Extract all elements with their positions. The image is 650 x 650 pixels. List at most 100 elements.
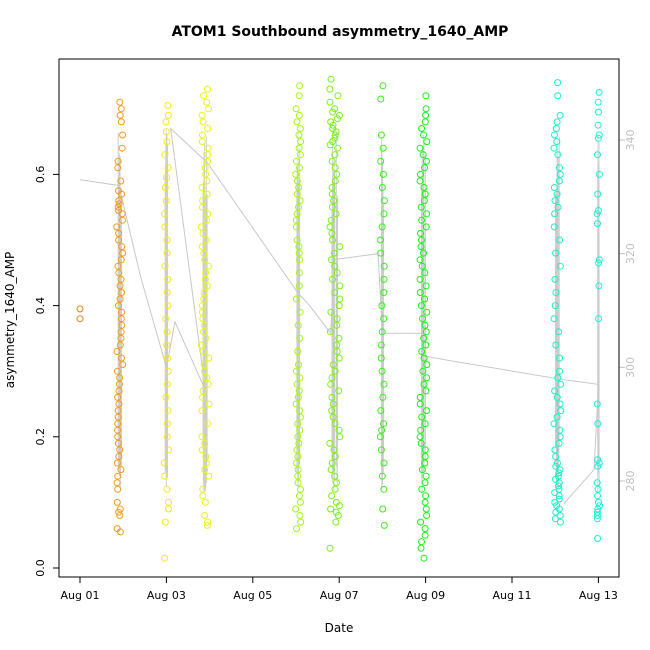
data-point bbox=[378, 184, 386, 191]
data-point bbox=[594, 190, 602, 198]
data-point bbox=[336, 433, 344, 441]
data-point bbox=[161, 151, 169, 159]
x-tick-label: Aug 11 bbox=[493, 589, 532, 602]
data-point bbox=[595, 131, 603, 139]
data-point bbox=[161, 518, 169, 526]
x-tick-label: Aug 01 bbox=[61, 589, 100, 602]
data-point bbox=[556, 466, 564, 474]
data-point bbox=[197, 223, 205, 231]
data-point bbox=[417, 302, 425, 310]
data-point bbox=[294, 420, 302, 428]
data-point bbox=[421, 118, 429, 126]
data-point bbox=[551, 489, 559, 497]
data-point bbox=[202, 269, 210, 277]
x-tick-label: Aug 05 bbox=[233, 589, 272, 602]
data-point bbox=[326, 98, 334, 106]
data-point bbox=[551, 302, 559, 310]
data-point bbox=[557, 407, 565, 415]
data-point bbox=[327, 505, 335, 513]
y2-tick-label: 280 bbox=[624, 471, 637, 492]
data-point bbox=[113, 479, 121, 487]
data-point bbox=[420, 131, 427, 139]
data-point bbox=[336, 282, 344, 290]
data-point bbox=[326, 223, 334, 231]
data-point bbox=[556, 433, 564, 441]
data-point bbox=[115, 197, 123, 205]
data-point bbox=[119, 361, 127, 369]
data-point bbox=[417, 243, 425, 251]
data-point bbox=[331, 453, 339, 460]
data-point bbox=[550, 420, 558, 428]
data-point bbox=[198, 203, 206, 211]
data-point bbox=[423, 210, 431, 218]
secondary-trace-7 bbox=[421, 135, 426, 493]
data-point bbox=[380, 315, 388, 323]
data-point bbox=[552, 289, 560, 296]
data-point bbox=[161, 472, 169, 480]
data-point bbox=[115, 229, 123, 237]
data-point bbox=[293, 380, 301, 388]
data-point bbox=[331, 151, 339, 159]
data-point bbox=[116, 374, 124, 382]
data-point bbox=[295, 243, 303, 251]
data-point bbox=[201, 367, 208, 375]
x-tick-label: Aug 13 bbox=[579, 589, 618, 602]
data-point bbox=[292, 295, 300, 303]
y-axis-label: asymmetry_1640_AMP bbox=[3, 252, 17, 389]
data-point bbox=[380, 380, 388, 388]
data-point bbox=[328, 459, 336, 467]
data-point bbox=[114, 413, 122, 421]
data-point bbox=[555, 495, 563, 503]
data-point bbox=[203, 216, 211, 224]
data-point bbox=[422, 505, 430, 513]
data-point bbox=[422, 282, 430, 290]
data-point bbox=[118, 210, 126, 218]
data-point bbox=[329, 361, 337, 369]
data-point bbox=[163, 328, 171, 336]
data-point bbox=[204, 420, 212, 428]
data-point bbox=[417, 170, 424, 178]
data-point bbox=[201, 512, 209, 519]
data-point bbox=[204, 85, 211, 93]
data-point bbox=[118, 321, 126, 329]
data-point bbox=[423, 361, 431, 369]
data-point bbox=[204, 380, 212, 388]
data-point bbox=[377, 157, 385, 165]
data-point bbox=[163, 289, 171, 296]
data-point bbox=[118, 243, 126, 251]
data-point bbox=[378, 472, 386, 480]
data-point bbox=[204, 518, 212, 526]
data-point bbox=[380, 485, 388, 493]
data-point bbox=[594, 121, 602, 129]
data-point bbox=[422, 223, 430, 231]
data-point bbox=[293, 210, 301, 218]
data-point bbox=[331, 485, 339, 493]
data-point bbox=[115, 380, 123, 388]
data-point bbox=[162, 197, 170, 205]
data-point bbox=[163, 341, 171, 349]
data-point bbox=[332, 210, 340, 218]
data-point bbox=[295, 249, 303, 257]
data-point bbox=[296, 82, 304, 90]
data-point bbox=[326, 439, 334, 447]
data-point bbox=[416, 433, 424, 441]
data-point bbox=[115, 269, 123, 277]
data-point bbox=[202, 453, 210, 460]
data-point bbox=[422, 105, 430, 113]
data-point bbox=[380, 210, 388, 218]
data-point bbox=[331, 289, 339, 296]
data-point bbox=[203, 282, 211, 290]
data-point bbox=[333, 315, 341, 323]
chart-title: ATOM1 Southbound asymmetry_1640_AMP bbox=[172, 24, 509, 40]
data-point bbox=[198, 184, 206, 191]
data-point bbox=[421, 479, 429, 487]
data-point bbox=[333, 170, 341, 178]
data-point bbox=[295, 492, 303, 500]
data-point bbox=[593, 210, 601, 218]
data-point bbox=[556, 236, 564, 244]
data-point bbox=[292, 505, 300, 513]
data-point bbox=[552, 462, 560, 470]
data-point bbox=[199, 348, 207, 355]
data-point bbox=[199, 197, 207, 205]
data-point bbox=[555, 479, 563, 487]
